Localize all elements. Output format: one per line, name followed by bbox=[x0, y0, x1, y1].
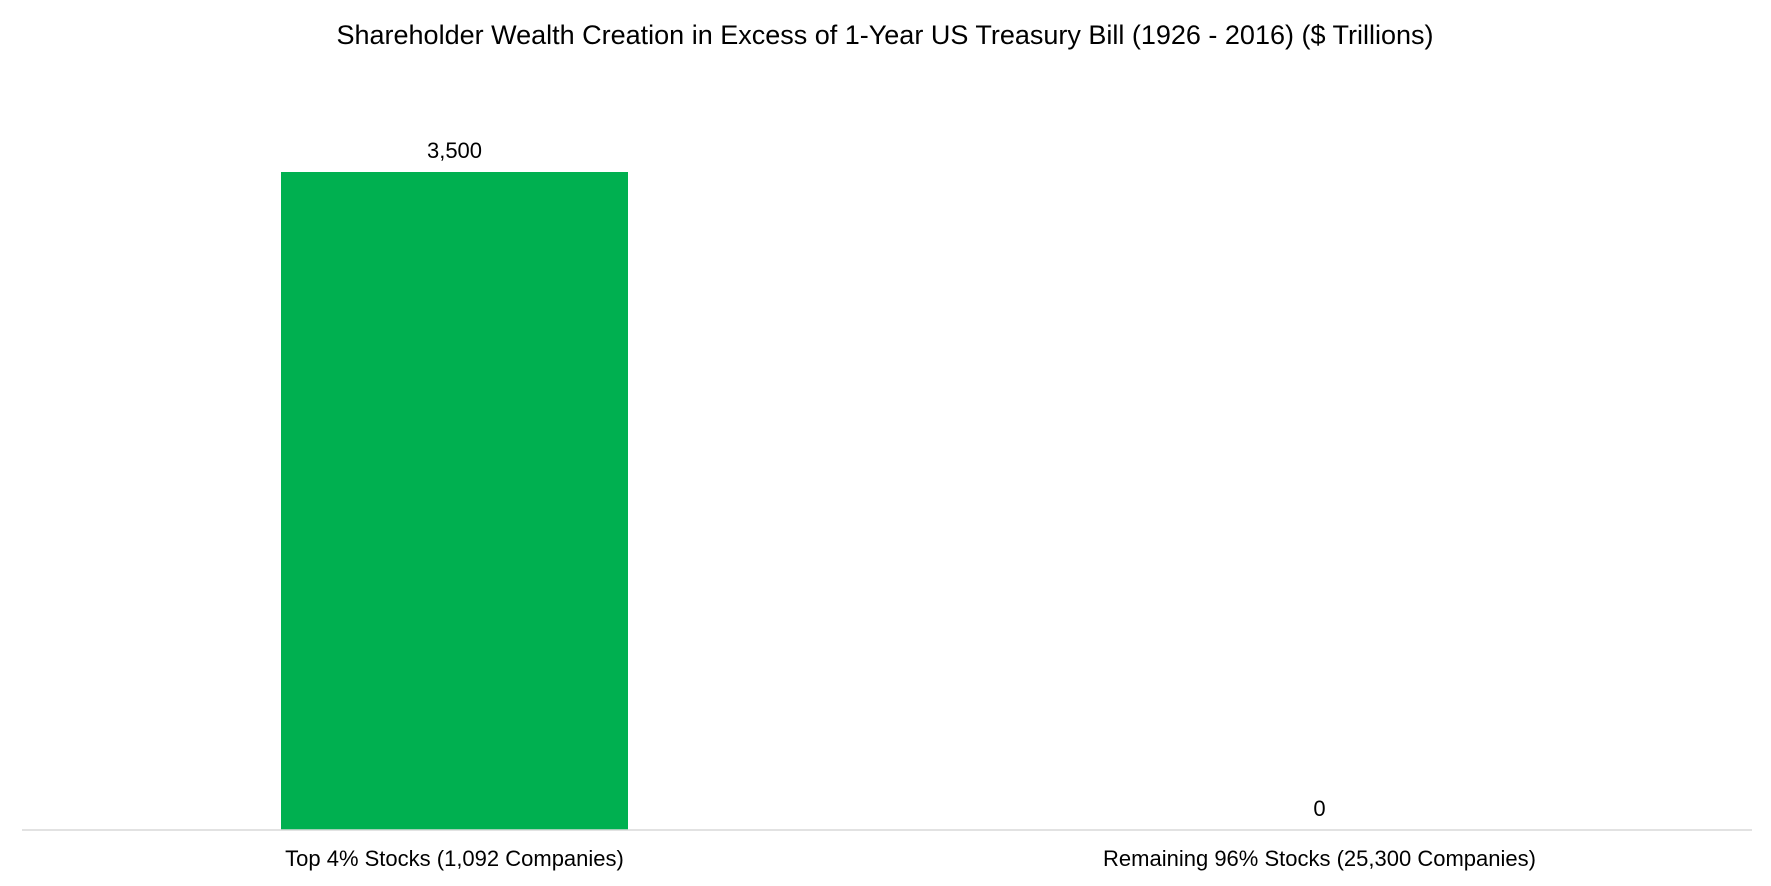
category-label-0: Top 4% Stocks (1,092 Companies) bbox=[285, 846, 624, 871]
bars-group bbox=[281, 172, 628, 830]
data-labels: 3,500 0 bbox=[427, 138, 1326, 821]
category-label-1: Remaining 96% Stocks (25,300 Companies) bbox=[1103, 846, 1536, 871]
chart-title: Shareholder Wealth Creation in Excess of… bbox=[336, 20, 1433, 50]
data-label-1: 0 bbox=[1313, 796, 1325, 821]
bar-0 bbox=[281, 172, 628, 830]
data-label-0: 3,500 bbox=[427, 138, 482, 163]
category-labels: Top 4% Stocks (1,092 Companies) Remaining… bbox=[285, 846, 1536, 871]
